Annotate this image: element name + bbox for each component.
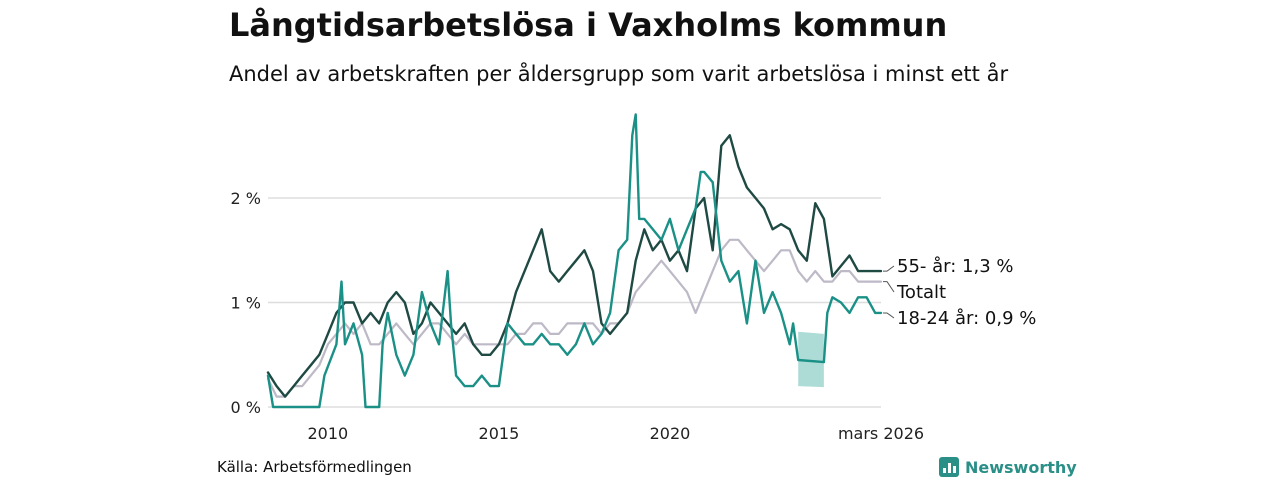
series-lines	[266, 113, 883, 409]
leader-line-age55	[883, 265, 895, 272]
series-line-young	[266, 113, 883, 409]
series-line-age55	[266, 134, 883, 398]
series-line-total	[266, 238, 883, 398]
x-tick-label: 2015	[479, 424, 520, 443]
end-label-age55: 55- år: 1,3 %	[897, 256, 1013, 277]
brand-name: Newsworthy	[965, 457, 1077, 477]
end-label-total: Totalt	[896, 282, 946, 303]
leader-line-total	[883, 281, 895, 293]
y-tick-label: 1 %	[231, 294, 261, 313]
x-axis-ticks: 2010 2015 2020 mars 2026	[308, 424, 925, 443]
chart-title: Långtidsarbetslösa i Vaxholms kommun	[229, 6, 948, 44]
leader-line-young	[883, 312, 895, 319]
uncertainty-band-layer	[798, 331, 824, 388]
uncertainty-band	[798, 331, 824, 388]
x-tick-label: 2020	[650, 424, 691, 443]
x-tick-label: 2010	[308, 424, 349, 443]
source-note: Källa: Arbetsförmedlingen	[217, 458, 412, 476]
y-tick-label: 2 %	[231, 189, 261, 208]
end-labels: Totalt 55- år: 1,3 % 18-24 år: 0,9 %	[883, 256, 1036, 329]
brand-logo: Newsworthy	[939, 456, 1077, 478]
bar-chart-icon	[939, 457, 959, 477]
y-tick-label: 0 %	[231, 398, 261, 417]
chart-subtitle: Andel av arbetskraften per åldersgrupp s…	[229, 62, 1009, 86]
y-axis-ticks: 0 % 1 % 2 %	[231, 189, 261, 417]
x-tick-label: mars 2026	[838, 424, 924, 443]
end-label-young: 18-24 år: 0,9 %	[897, 308, 1036, 329]
